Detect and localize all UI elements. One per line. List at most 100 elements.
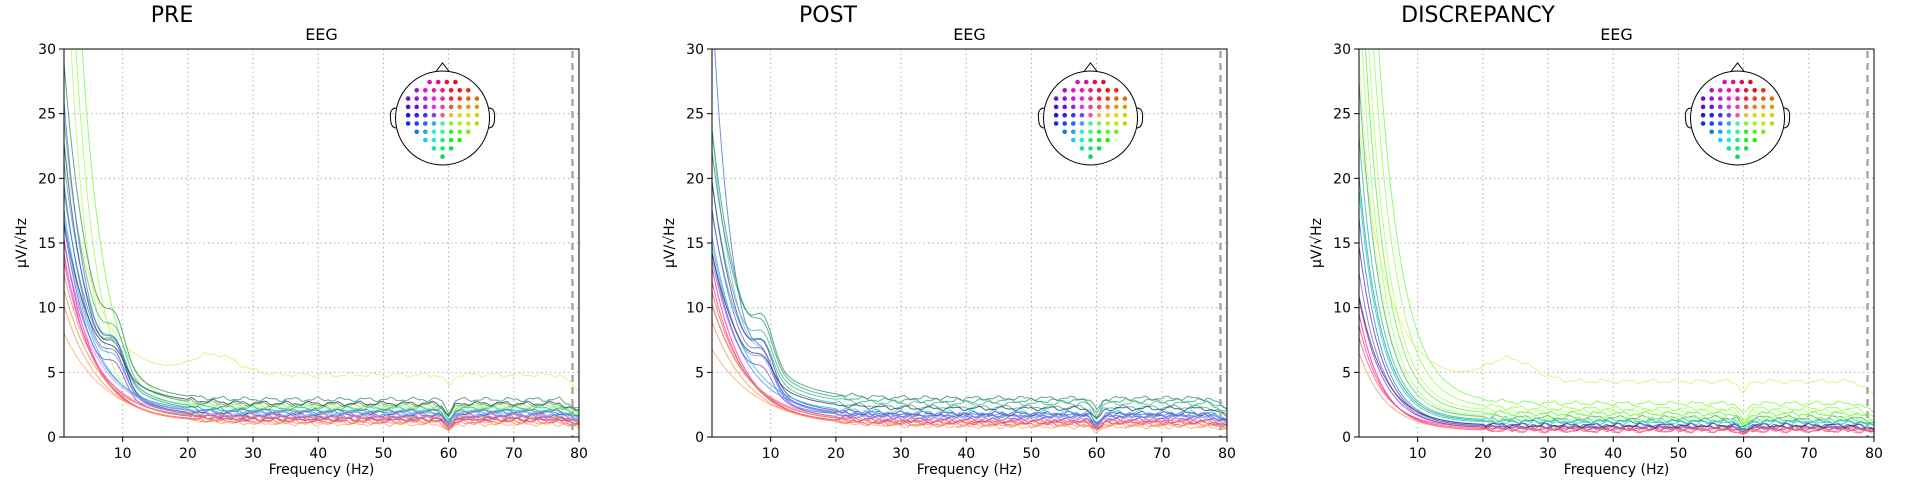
sensor-dot	[423, 138, 428, 143]
sensor-dot	[1709, 105, 1714, 110]
sensor-dot	[475, 96, 480, 101]
x-tick-label: 30	[244, 446, 262, 462]
series-line	[1359, 0, 1874, 423]
panel-pre: PREEEG10 20 30 40 50 60 70 80051015202530Freque…	[14, 0, 588, 478]
y-tick-label: 25	[1333, 107, 1351, 123]
sensor-dot	[1097, 88, 1102, 93]
sensor-dot	[1123, 96, 1128, 101]
x-tick-label: 30	[1539, 446, 1557, 462]
sensor-dot	[1080, 138, 1085, 143]
sensor-dot	[1097, 105, 1102, 110]
sensor-dot	[1735, 113, 1740, 118]
x-axis-label: Frequency (Hz)	[269, 462, 375, 478]
grid	[712, 49, 1227, 437]
sensor-dot	[1054, 121, 1059, 126]
sensor-dot	[1080, 130, 1085, 135]
sensor-dot	[1062, 130, 1067, 135]
sensor-dot	[1718, 138, 1723, 143]
sensor-dot	[1071, 121, 1076, 126]
sensor-dot	[440, 121, 445, 126]
series-line	[64, 163, 579, 420]
sensor-dot	[1744, 138, 1749, 143]
sensor-dot	[1088, 130, 1093, 135]
sensor-dot	[1727, 105, 1732, 110]
sensor-dot	[466, 88, 471, 93]
sensor-dot	[1770, 105, 1775, 110]
sensor-dot	[1718, 130, 1723, 135]
sensor-dot	[1071, 88, 1076, 93]
sensor-dot	[440, 105, 445, 110]
sensor-dot	[475, 121, 480, 126]
sensor-dot	[1088, 121, 1093, 126]
sensor-dot	[427, 80, 432, 85]
series-line	[712, 213, 1227, 419]
x-tick-label: 50	[1023, 446, 1041, 462]
y-tick-label: 0	[47, 430, 56, 446]
sensor-dot	[440, 130, 445, 135]
x-tick-label: 60	[440, 446, 458, 462]
x-axis-label: Frequency (Hz)	[917, 462, 1023, 478]
sensor-dot	[440, 88, 445, 93]
series-line	[64, 274, 579, 424]
x-tick-label: 40	[309, 446, 327, 462]
sensor-dot	[423, 121, 428, 126]
sensor-dot	[457, 96, 462, 101]
series-line	[712, 184, 1227, 418]
sensor-dot	[1727, 146, 1732, 151]
x-tick-label: 80	[1865, 446, 1883, 462]
sensor-dot	[440, 113, 445, 118]
y-tick-label: 0	[1342, 430, 1351, 446]
sensor-dot	[1105, 113, 1110, 118]
head-outline	[1044, 71, 1138, 165]
y-tick-label: 15	[686, 236, 704, 252]
series-line	[712, 153, 1227, 410]
panel-title: DISCREPANCY	[1401, 3, 1555, 28]
y-tick-label: 30	[38, 42, 56, 58]
series-lines	[712, 1, 1227, 433]
sensor-dot	[466, 121, 471, 126]
sensor-dot	[1062, 113, 1067, 118]
sensor-dot	[466, 96, 471, 101]
sensor-dot	[1097, 146, 1102, 151]
x-tick-label: 60	[1088, 446, 1106, 462]
sensor-dot	[414, 130, 419, 135]
y-tick-label: 20	[38, 171, 56, 187]
y-tick-label: 5	[695, 365, 704, 381]
sensor-dot	[440, 138, 445, 143]
sensor-dot	[1701, 113, 1706, 118]
sensor-dot	[1114, 113, 1119, 118]
series-line	[1359, 136, 1874, 429]
sensor-dot	[475, 113, 480, 118]
y-tick-label: 10	[686, 301, 704, 317]
sensor-dot	[1727, 96, 1732, 101]
panel-title: PRE	[151, 3, 193, 28]
sensor-dot	[449, 130, 454, 135]
y-tick-label: 10	[1333, 301, 1351, 317]
sensor-dot	[432, 130, 437, 135]
sensor-dot	[1114, 130, 1119, 135]
series-line	[1359, 176, 1874, 427]
y-tick-label: 25	[686, 107, 704, 123]
sensor-dot	[1752, 88, 1757, 93]
sensor-dot	[436, 80, 441, 85]
sensor-dot	[1735, 105, 1740, 110]
sensor-dot	[1114, 105, 1119, 110]
sensor-dot	[414, 96, 419, 101]
axes-title: EEG	[305, 25, 338, 44]
head-topomap-inset	[1685, 63, 1789, 165]
sensor-dot	[414, 113, 419, 118]
head-outline	[1691, 71, 1785, 165]
sensor-dot	[1088, 154, 1093, 159]
sensor-dot	[1097, 113, 1102, 118]
sensor-dot	[1718, 88, 1723, 93]
sensor-dot	[1709, 121, 1714, 126]
series-line	[712, 181, 1227, 424]
sensor-dot	[457, 113, 462, 118]
series-line	[1359, 0, 1874, 423]
series-line	[712, 253, 1227, 418]
head-topomap-inset	[390, 63, 494, 165]
x-tick-label: 40	[1604, 446, 1622, 462]
sensor-dot	[406, 113, 411, 118]
sensor-dot	[423, 105, 428, 110]
series-line	[64, 102, 579, 421]
